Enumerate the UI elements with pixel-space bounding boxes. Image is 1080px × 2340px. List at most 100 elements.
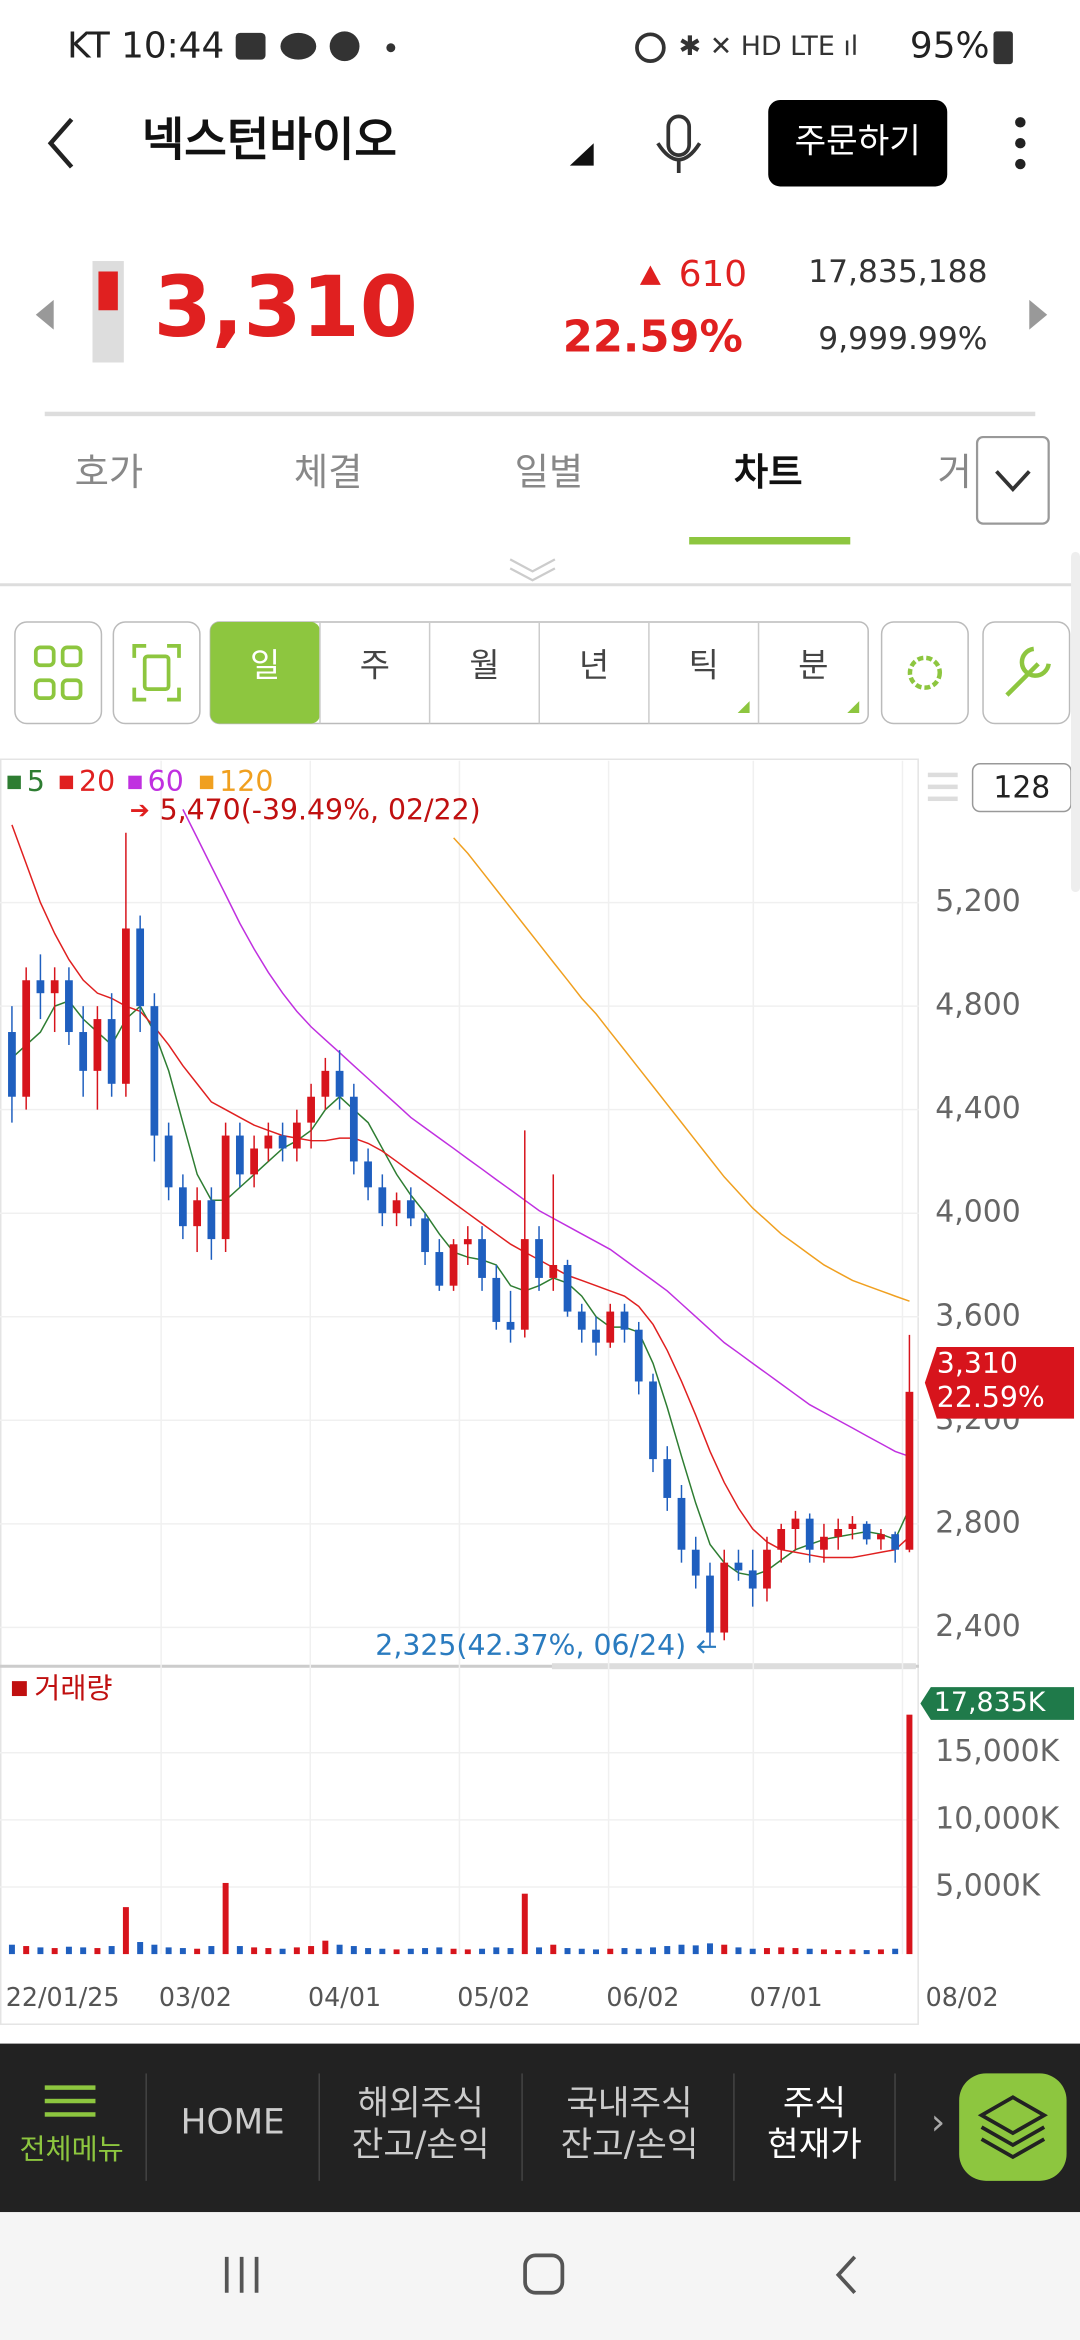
tab-dropdown[interactable] — [975, 435, 1050, 525]
tab[interactable]: 호가 — [75, 450, 144, 494]
x-tick-label: 04/01 — [308, 1982, 381, 2012]
period-button[interactable]: 년 — [579, 646, 609, 684]
volume-bar — [607, 1948, 614, 1955]
candle-body — [406, 1200, 415, 1219]
period-button[interactable]: 주 — [360, 646, 390, 684]
nav-item[interactable]: 잔고/손익 — [561, 2125, 699, 2165]
volume-bar — [892, 1948, 899, 1955]
candle-body — [107, 1019, 116, 1084]
x-tick-label: 05/02 — [457, 1982, 530, 2012]
volume-bar — [721, 1944, 728, 1955]
layers-icon — [977, 2095, 1048, 2160]
period-active — [210, 622, 320, 724]
nav-item[interactable]: 국내주식 — [566, 2083, 692, 2123]
layers-button[interactable] — [959, 2073, 1067, 2181]
legend-label[interactable]: 5 — [27, 765, 45, 798]
volume-bar — [564, 1948, 571, 1955]
volume-bar — [692, 1945, 699, 1955]
volume-bar — [436, 1947, 443, 1955]
candle-body — [136, 928, 145, 1007]
volume-bar — [706, 1943, 713, 1955]
high-arrow: ➔ — [130, 796, 150, 824]
title-dropdown[interactable] — [569, 143, 594, 166]
tab[interactable]: 체결 — [294, 450, 363, 494]
volume-bar — [877, 1949, 884, 1955]
legend-label[interactable]: 60 — [148, 765, 184, 798]
candle-body — [193, 1200, 202, 1227]
volume-bar — [293, 1947, 300, 1955]
volume-tag-value: 17,835K — [934, 1687, 1047, 1718]
more-menu[interactable] — [1015, 117, 1026, 170]
svg-text:✱ ✕ HD LTE ıl: ✱ ✕ HD LTE ıl — [679, 31, 859, 62]
layout-button[interactable] — [14, 621, 103, 725]
period-button[interactable]: 분 — [798, 646, 828, 684]
nav-item[interactable]: 주식 — [783, 2083, 846, 2123]
y-tick-label: 4,000 — [935, 1195, 1020, 1230]
candle-body — [36, 980, 45, 994]
high-annotation: 5,470(-39.49%, 02/22) — [160, 793, 481, 826]
ma-line — [453, 837, 910, 1302]
candle-count: 128 — [993, 771, 1050, 806]
period-button[interactable]: 일 — [250, 646, 280, 684]
volume-bar — [450, 1948, 457, 1955]
system-buttons[interactable] — [224, 2253, 857, 2295]
mic-button[interactable] — [656, 114, 702, 174]
candle-body — [862, 1523, 871, 1540]
candle-body — [122, 928, 130, 1084]
candle-body — [877, 1534, 885, 1540]
candle-body — [520, 1239, 529, 1330]
volume-bar — [521, 1893, 528, 1955]
x-tick-label: 08/02 — [926, 1982, 999, 2012]
settings-button[interactable] — [880, 621, 969, 725]
next-stock[interactable] — [1029, 299, 1048, 330]
legend-label[interactable]: 20 — [79, 765, 115, 798]
volume-bar — [763, 1948, 770, 1955]
volume-bar — [336, 1944, 343, 1955]
prev-stock[interactable] — [35, 299, 54, 330]
current-price: 3,310 — [154, 258, 418, 356]
fullscreen-button[interactable] — [112, 621, 201, 725]
volume-bar — [65, 1946, 72, 1955]
candle-body — [634, 1329, 643, 1382]
submenu-mark — [847, 701, 860, 714]
divider — [0, 583, 1080, 587]
volume-bar — [8, 1944, 15, 1955]
candle-body — [307, 1096, 315, 1123]
nav-item[interactable]: 전체메뉴 — [19, 2133, 123, 2166]
legend-label[interactable]: 120 — [219, 765, 273, 798]
nav-more[interactable]: › — [931, 2102, 945, 2143]
volume-bar — [151, 1944, 158, 1955]
volume-bar — [308, 1946, 315, 1955]
candle-body — [563, 1264, 572, 1312]
ma-line — [11, 824, 910, 1559]
tab[interactable]: 차트 — [734, 450, 803, 494]
nav-item[interactable]: HOME — [181, 2103, 285, 2143]
volume-bar — [536, 1947, 543, 1955]
scroll-bar — [551, 1663, 916, 1670]
nav-item[interactable]: 잔고/손익 — [352, 2125, 490, 2165]
period-button[interactable]: 틱 — [689, 646, 719, 684]
tab[interactable]: 일별 — [515, 450, 584, 494]
volume-label: 거래량 — [34, 1672, 112, 1705]
y-tick-label: 5,200 — [935, 884, 1020, 919]
volume-bar — [464, 1949, 471, 1955]
price-tag-rate: 22.59% — [937, 1381, 1045, 1414]
legend-swatch — [59, 775, 74, 790]
order-button[interactable] — [768, 99, 948, 187]
candle-body — [50, 980, 59, 994]
candle-body — [250, 1148, 258, 1175]
candle-body — [321, 1070, 330, 1097]
candle-body — [663, 1459, 672, 1498]
nav-item[interactable]: 해외주식 — [358, 2083, 484, 2123]
tab[interactable]: 거 — [938, 450, 972, 494]
collapse-handle[interactable] — [509, 558, 556, 582]
candle-body — [150, 1006, 159, 1136]
chart-menu-icon[interactable] — [927, 772, 958, 802]
low-arrow — [696, 1640, 717, 1654]
volume-bar — [849, 1949, 856, 1955]
nav-item[interactable]: 현재가 — [767, 2125, 862, 2165]
period-button[interactable]: 월 — [469, 646, 499, 684]
legend-swatch — [199, 775, 214, 790]
battery-icon — [993, 31, 1013, 65]
back-button[interactable] — [47, 117, 74, 169]
